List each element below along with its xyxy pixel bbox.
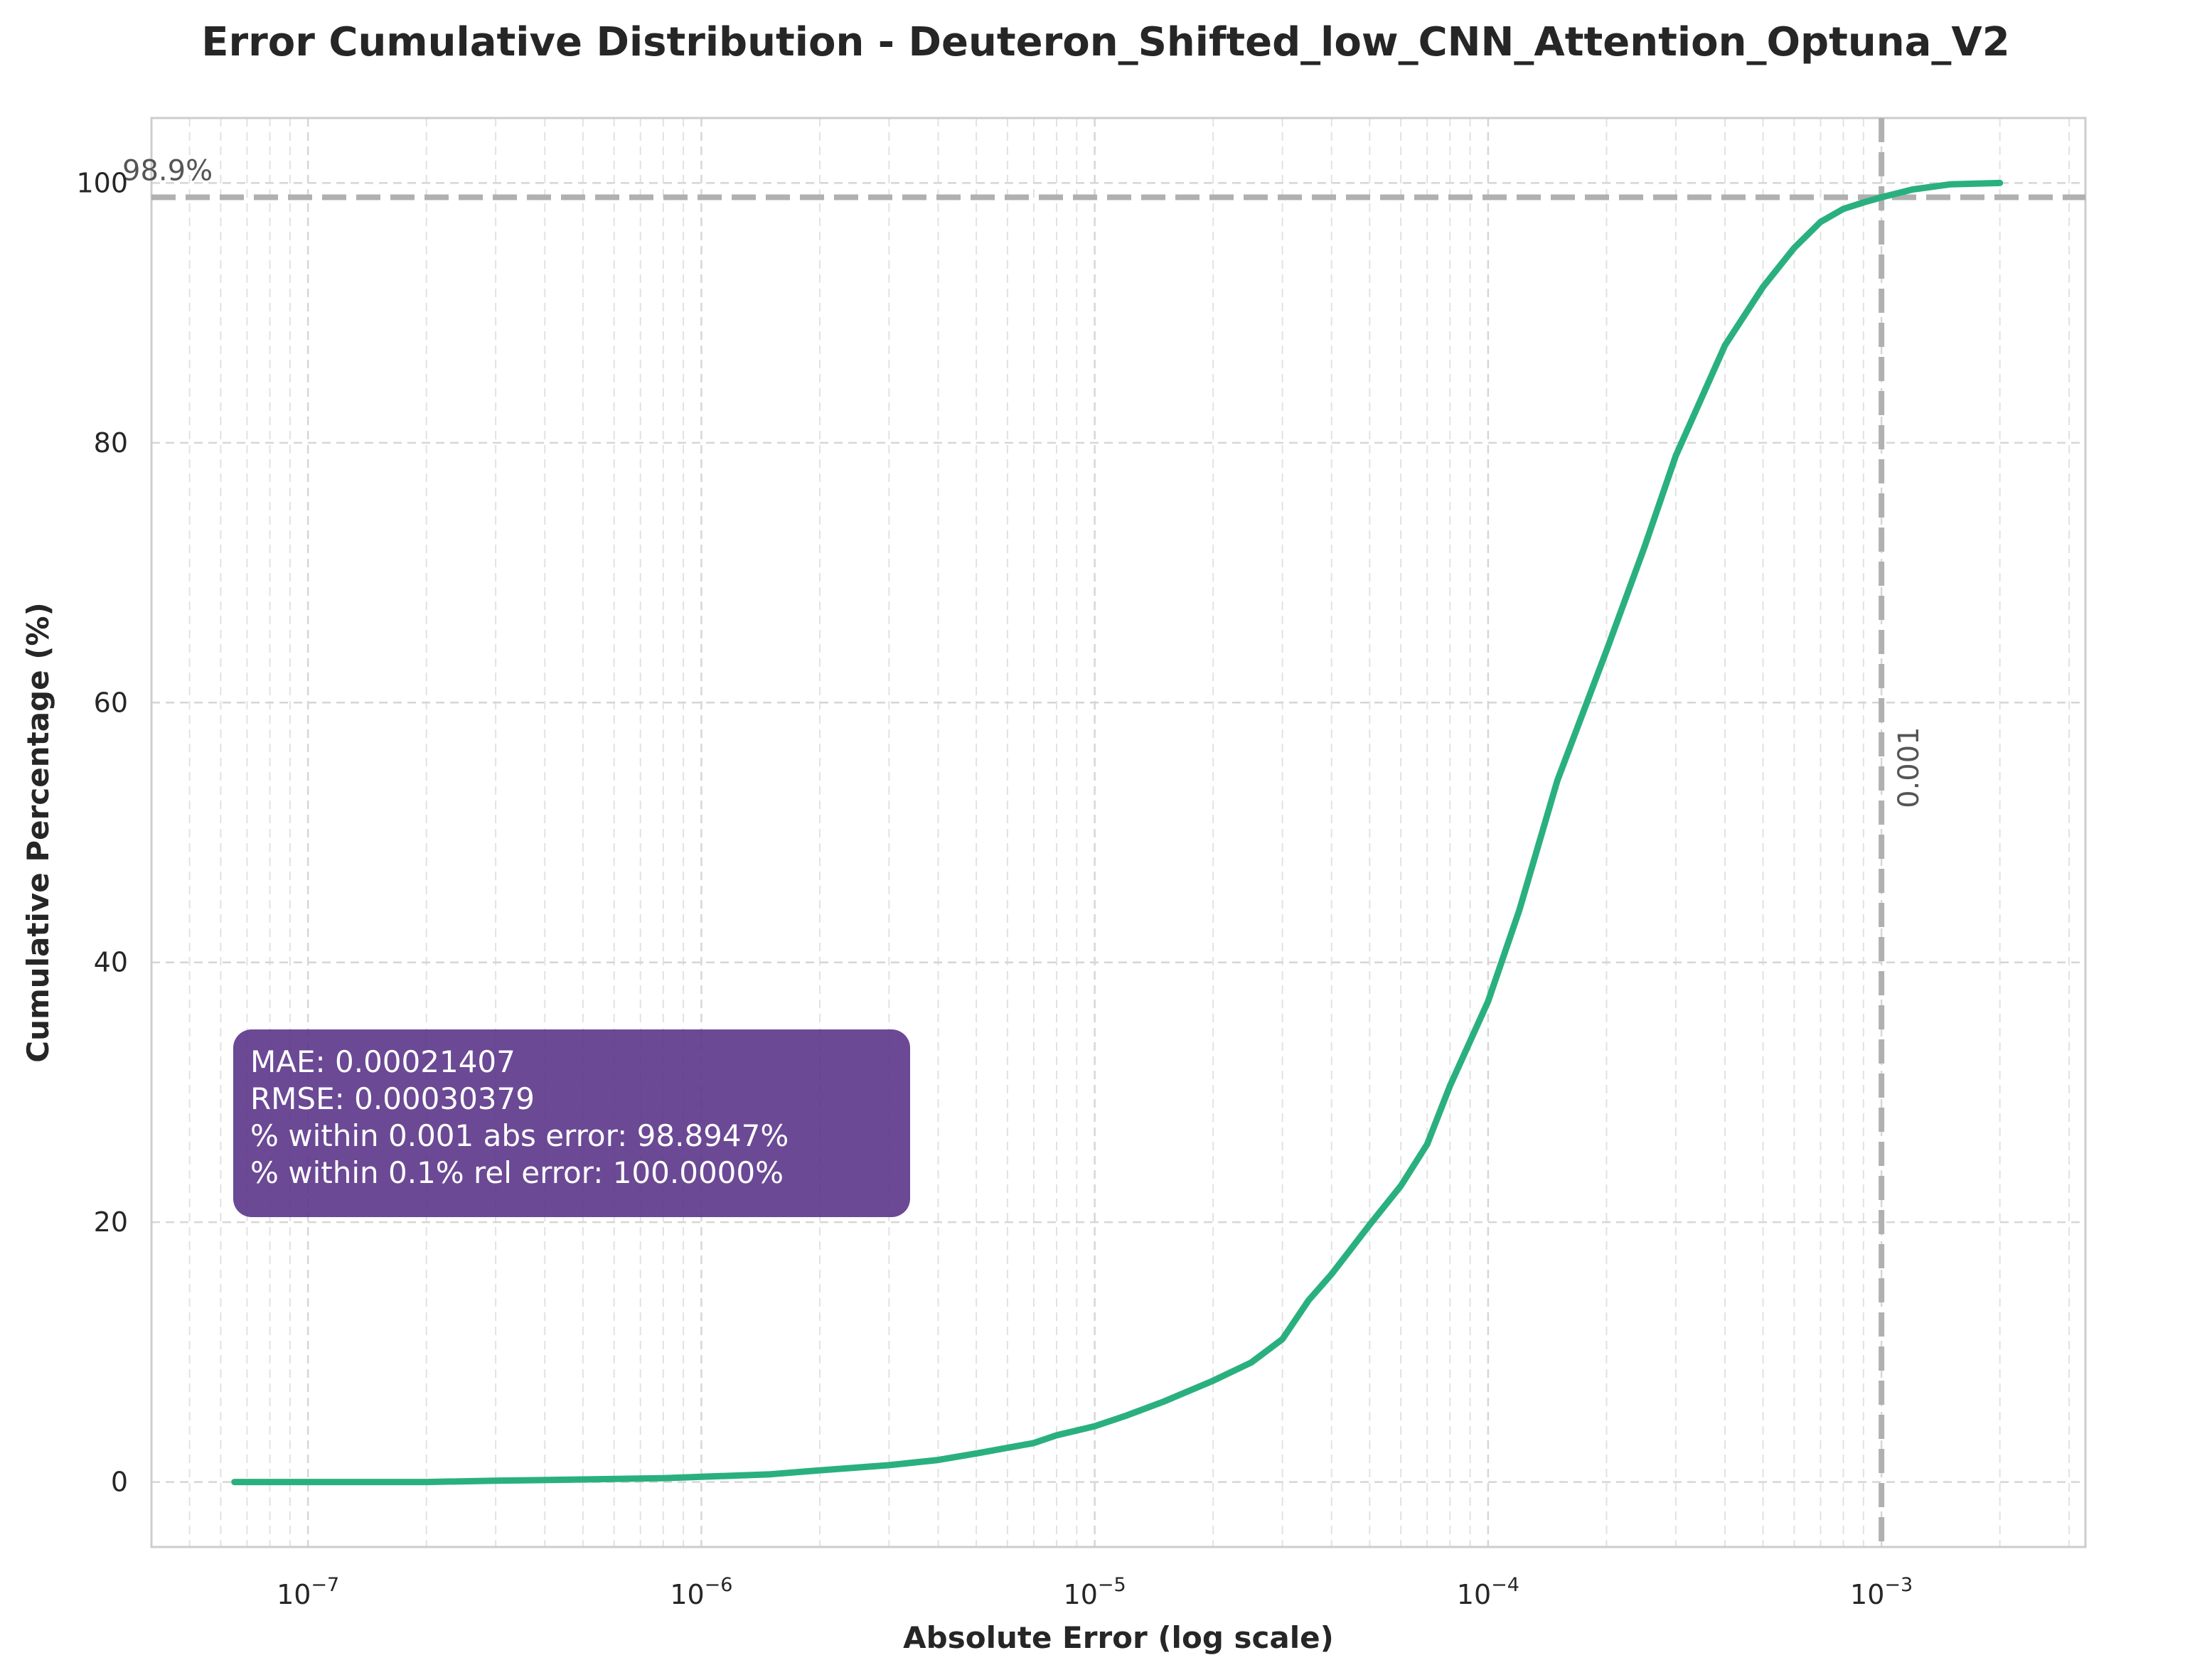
y-tick-label: 100 xyxy=(76,167,128,198)
reference-lines xyxy=(151,118,2085,1547)
x-axis-ticks: 10−7 10−6 10−5 10−4 10−3 xyxy=(277,1574,1913,1610)
y-tick-label: 20 xyxy=(94,1206,128,1238)
y-axis-ticks: 0 20 40 60 80 100 xyxy=(76,167,128,1497)
x-tick-label: 10−7 xyxy=(277,1574,339,1610)
stats-mae: MAE: 0.00021407 xyxy=(250,1044,515,1079)
stats-rmse: RMSE: 0.00030379 xyxy=(250,1081,535,1116)
x-axis-label: Absolute Error (log scale) xyxy=(903,1620,1334,1655)
y-tick-label: 40 xyxy=(94,947,128,978)
stats-within-rel: % within 0.1% rel error: 100.0000% xyxy=(250,1155,784,1190)
y-tick-label: 80 xyxy=(94,427,128,459)
x-tick-label: 10−4 xyxy=(1457,1574,1519,1610)
stats-within-abs: % within 0.001 abs error: 98.8947% xyxy=(250,1118,789,1153)
y-axis-label: Cumulative Percentage (%) xyxy=(21,602,55,1062)
x-tick-label: 10−6 xyxy=(670,1574,732,1610)
y-tick-label: 0 xyxy=(111,1467,128,1498)
threshold-0-001-label: 0.001 xyxy=(1893,727,1925,808)
stats-box: MAE: 0.00021407 RMSE: 0.00030379 % withi… xyxy=(233,1029,910,1217)
plot-frame xyxy=(150,117,2087,1548)
cdf-series-line xyxy=(231,179,2004,1486)
threshold-98-9-label: 98.9% xyxy=(122,154,213,187)
x-tick-label: 10−3 xyxy=(1850,1574,1913,1610)
grid-lines xyxy=(151,118,2085,1547)
x-tick-label: 10−5 xyxy=(1064,1574,1126,1610)
y-tick-label: 60 xyxy=(94,687,128,718)
stats-box-background xyxy=(233,1029,910,1217)
chart-title: Error Cumulative Distribution - Deuteron… xyxy=(201,19,2009,65)
